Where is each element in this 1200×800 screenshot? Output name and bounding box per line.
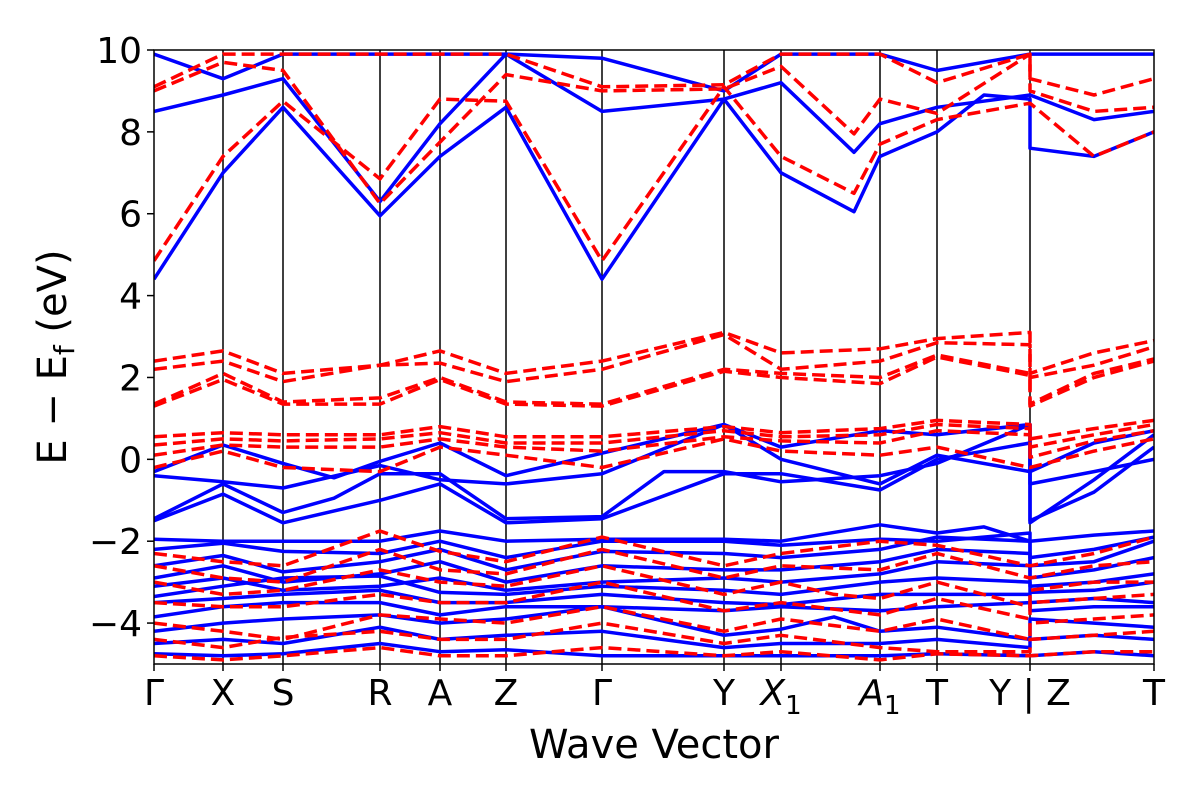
y-tick-label: 6 bbox=[119, 195, 142, 236]
plot-frame bbox=[153, 49, 1155, 665]
y-tick-label: −2 bbox=[89, 522, 142, 563]
x-tick-label: Γ bbox=[144, 673, 164, 714]
solid-band-1 bbox=[154, 52, 1154, 204]
x-tick-label: X bbox=[211, 673, 236, 714]
dashed-band-11 bbox=[154, 529, 1154, 568]
solid-band-3 bbox=[154, 422, 1154, 486]
dashed-band-5 bbox=[154, 353, 1154, 406]
dashed-band-0 bbox=[154, 85, 1154, 263]
y-tick-label: 10 bbox=[96, 31, 142, 72]
y-axis-ticks: −4 −2 0 2 4 6 8 10 bbox=[89, 31, 154, 645]
y-axis-title-sub: f bbox=[48, 344, 81, 355]
x-tick-label: X1 bbox=[758, 673, 801, 721]
y-axis-title-unit: (eV) bbox=[30, 249, 76, 345]
dashed-band-17 bbox=[154, 645, 1154, 662]
y-tick-label: −4 bbox=[89, 604, 142, 645]
dashed-band-2 bbox=[154, 52, 1154, 97]
y-tick-label: 4 bbox=[119, 277, 142, 318]
dashed-band-1 bbox=[154, 52, 1154, 206]
solid-band-7 bbox=[154, 523, 1154, 543]
x-tick-label: A1 bbox=[857, 673, 900, 721]
x-axis-title: Wave Vector bbox=[529, 722, 780, 768]
x-tick-label: T bbox=[925, 673, 949, 714]
solid-band-0 bbox=[154, 93, 1154, 281]
dashed-band-9 bbox=[154, 428, 1154, 460]
dashed-band-13 bbox=[154, 564, 1154, 609]
x-tick-label: T bbox=[1142, 673, 1166, 714]
dashed-band-12 bbox=[154, 547, 1154, 584]
dashed-band-4 bbox=[154, 332, 1154, 384]
x-tick-label: Z bbox=[494, 673, 519, 714]
dashed-band-14 bbox=[154, 580, 1154, 621]
y-axis-title-main: E − E bbox=[30, 355, 76, 465]
x-tick-label: A bbox=[428, 673, 453, 714]
solid-band-12 bbox=[154, 574, 1154, 599]
y-tick-label: 0 bbox=[119, 440, 142, 481]
dashed-band-10 bbox=[154, 437, 1154, 474]
solid-band-16 bbox=[154, 625, 1154, 650]
dashed-band-15 bbox=[154, 604, 1154, 642]
dashed-band-6 bbox=[154, 355, 1154, 408]
x-tick-label: Γ bbox=[592, 673, 612, 714]
y-tick-label: 2 bbox=[119, 358, 142, 399]
x-tick-label: Y bbox=[712, 673, 736, 714]
y-axis-title: E − Ef (eV) bbox=[30, 249, 81, 464]
x-tick-label: R bbox=[367, 673, 392, 714]
x-tick-label: Y | Z bbox=[988, 673, 1071, 714]
dashed-band-7 bbox=[154, 418, 1154, 441]
solid-band-2 bbox=[154, 52, 1154, 93]
x-axis-ticks: Γ X S R A Z Γ Y X1 A1 T Y | Z T bbox=[144, 664, 1166, 721]
x-tick-label: S bbox=[272, 673, 295, 714]
dashed-band-8 bbox=[154, 422, 1154, 449]
y-tick-label: 8 bbox=[119, 113, 142, 154]
bands-layer bbox=[154, 52, 1154, 662]
dashed-band-16 bbox=[154, 621, 1154, 654]
solid-band-6 bbox=[154, 441, 1154, 525]
